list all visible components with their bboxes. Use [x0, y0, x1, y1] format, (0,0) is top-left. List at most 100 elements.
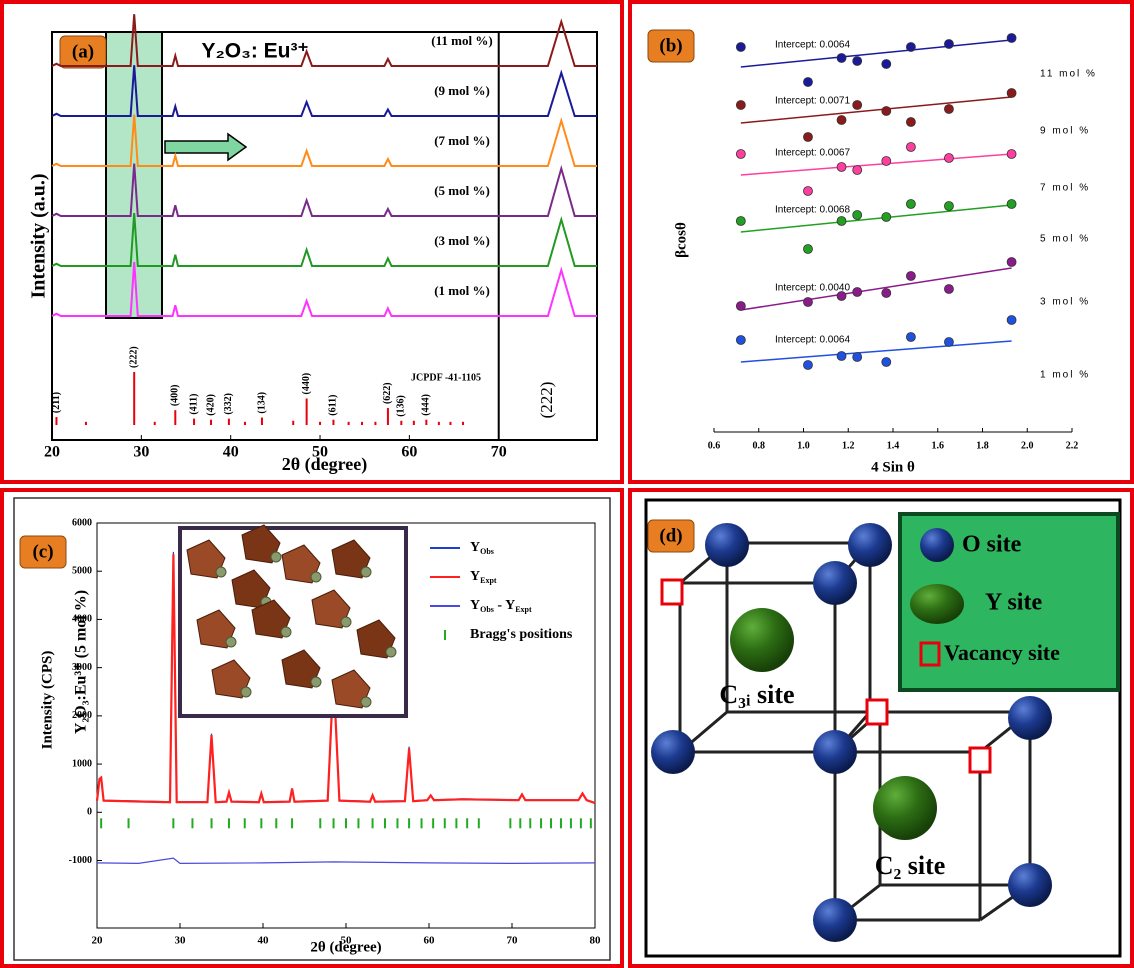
legend-label-part: Expt [515, 605, 532, 614]
x-tick-label: 2.2 [1066, 440, 1079, 451]
data-point [906, 200, 915, 209]
y-tick-label: 5000 [72, 566, 92, 577]
reference-label: (222) [128, 346, 139, 368]
legend-label: Vacancy site [944, 640, 1060, 665]
site-label: C₂ site [875, 851, 946, 880]
data-point [944, 285, 953, 294]
crystal-atom [216, 567, 226, 577]
o-site [705, 523, 749, 567]
data-point [882, 289, 891, 298]
data-point [837, 116, 846, 125]
x-tick-label: 30 [133, 444, 149, 461]
x-tick-label: 80 [590, 935, 602, 947]
intercept-label: Intercept: 0.0068 [775, 205, 850, 216]
series-label: (5 mol %) [434, 183, 490, 198]
x-tick-label: 60 [424, 935, 436, 947]
intercept-label: Intercept: 0.0040 [775, 283, 850, 294]
o-site [848, 523, 892, 567]
reference-label: (136) [396, 395, 407, 417]
legend-label: Y site [985, 590, 1042, 616]
intercept-label: Intercept: 0.0067 [775, 148, 850, 159]
y-tick-label: -1000 [69, 855, 92, 866]
data-point [944, 154, 953, 163]
crystal-atom [271, 552, 281, 562]
data-point [882, 60, 891, 69]
x-tick-label: 1.0 [797, 440, 810, 451]
crystal-atom [241, 687, 251, 697]
reference-name: JCPDF -41-1105 [411, 372, 481, 383]
data-point [837, 163, 846, 172]
x-axis-label: 4 Sin θ [871, 459, 915, 475]
data-point [1007, 258, 1016, 267]
y-axis-label: Intensity (CPS) [39, 651, 55, 750]
data-point [837, 217, 846, 226]
x-tick-label: 0.8 [753, 440, 766, 451]
reference-label: (134) [256, 392, 267, 414]
data-point [803, 245, 812, 254]
legend-label-part: Y [470, 540, 480, 555]
panel-label: (d) [659, 525, 682, 546]
reference-label: (411) [188, 394, 199, 415]
y-site [730, 608, 794, 672]
legend-label: Bragg's positions [470, 627, 573, 642]
legend-label-part: Y [470, 569, 480, 584]
reference-label: (332) [223, 393, 234, 415]
legend-label: O site [962, 532, 1022, 558]
y-axis-label: Intensity (a.u.) [28, 173, 50, 298]
data-point [944, 105, 953, 114]
series-label: 3 mol % [1040, 297, 1090, 308]
data-point [1007, 150, 1016, 159]
data-point [906, 43, 915, 52]
panel-label: (b) [659, 35, 682, 56]
reference-label: (444) [421, 394, 432, 416]
crystal-atom [311, 677, 321, 687]
data-point [853, 288, 862, 297]
x-tick-label: 70 [507, 935, 519, 947]
series-label: (1 mol %) [434, 283, 490, 298]
series-label: 7 mol % [1040, 183, 1090, 194]
reference-label: (400) [170, 384, 181, 406]
data-point [853, 57, 862, 66]
reference-label: (440) [301, 373, 312, 395]
x-tick-label: 40 [223, 444, 239, 461]
data-point [906, 118, 915, 127]
x-tick-label: 20 [92, 935, 104, 947]
series-label: 1 mol % [1040, 370, 1090, 381]
annotation: Y₂O₃:Eu³⁺ (5 mol %) [73, 590, 90, 734]
data-point [803, 187, 812, 196]
panel-label: (c) [32, 541, 53, 562]
x-tick-label: 1.6 [932, 440, 945, 451]
legend-label-part: Expt [480, 576, 497, 585]
o-site [813, 898, 857, 942]
y-axis-label: βcosθ [673, 222, 689, 258]
data-point [1007, 200, 1016, 209]
crystal-atom [341, 617, 351, 627]
data-point [906, 143, 915, 152]
data-point [853, 353, 862, 362]
series-label: 9 mol % [1040, 126, 1090, 137]
y-tick-label: 6000 [72, 517, 92, 528]
data-point [803, 298, 812, 307]
data-point [882, 213, 891, 222]
panel-label: (a) [72, 41, 94, 62]
vacancy-site [662, 580, 682, 604]
data-point [736, 150, 745, 159]
x-tick-label: 1.8 [976, 440, 989, 451]
data-point [853, 101, 862, 110]
data-point [736, 43, 745, 52]
data-point [906, 333, 915, 342]
data-point [837, 54, 846, 63]
data-point [882, 107, 891, 116]
o-site [813, 730, 857, 774]
reference-label: (211) [51, 392, 62, 413]
x-tick-label: 0.6 [708, 440, 721, 451]
o-site [813, 561, 857, 605]
reference-label: (611) [328, 395, 339, 416]
legend-o-site [920, 528, 954, 562]
y-tick-label: 0 [87, 807, 92, 818]
zoom-label: (222) [537, 382, 556, 419]
o-site [1008, 696, 1052, 740]
chart-title: Y₂O₃: Eu³⁺ [201, 40, 308, 63]
x-axis-label: 2θ (degree) [282, 454, 368, 475]
data-point [882, 358, 891, 367]
